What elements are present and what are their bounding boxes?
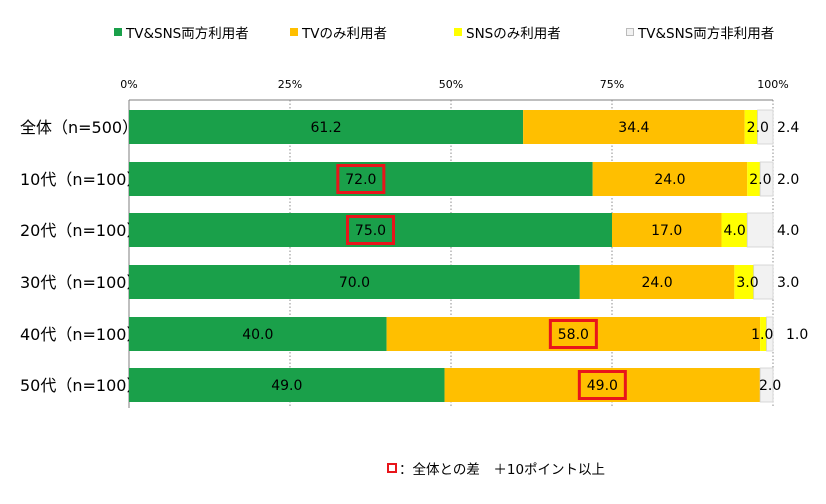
data-label: 3.0	[777, 275, 799, 291]
data-label: 24.0	[654, 172, 685, 188]
data-label: 3.0	[736, 275, 758, 291]
legend-item-non-users: TV&SNS両方非利用者	[626, 22, 774, 42]
data-label: 2.0	[759, 378, 781, 394]
bar-segment	[759, 367, 774, 403]
x-tick-label: 50%	[439, 78, 463, 91]
data-label: 61.2	[310, 120, 341, 136]
legend-label-non-users: TV&SNS両方非利用者	[638, 26, 775, 42]
footnote-text: ：全体との差 ＋10ポイント以上	[399, 462, 606, 478]
category-label: 10代（n=100）	[20, 170, 142, 189]
data-label: 2.0	[777, 172, 799, 188]
bar-segment	[747, 162, 761, 196]
x-tick-label: 100%	[757, 78, 788, 91]
data-label: 75.0	[355, 223, 386, 239]
highlight-box	[336, 164, 386, 194]
data-label: 2.0	[747, 120, 769, 136]
bar-segment	[386, 317, 761, 351]
category-label: 20代（n=100）	[20, 221, 142, 240]
legend-swatch-both-users	[114, 28, 122, 36]
legend-swatch-sns-only	[454, 28, 462, 36]
x-tick-label: 75%	[600, 78, 624, 91]
data-label: 58.0	[558, 327, 589, 343]
bar-segment	[760, 317, 767, 351]
data-label: 24.0	[641, 275, 672, 291]
bar-segment	[129, 213, 612, 247]
data-label: 2.0	[749, 172, 771, 188]
bar-segment	[721, 213, 748, 247]
legend-item-both-users: TV&SNS両方利用者	[114, 22, 249, 42]
highlight-box	[548, 319, 598, 349]
data-label: 72.0	[345, 172, 376, 188]
bar-segment	[129, 368, 445, 402]
bar-segment	[753, 264, 774, 300]
category-label: 30代（n=100）	[20, 273, 142, 292]
bar-segment	[579, 265, 735, 299]
bar-segment	[612, 213, 722, 247]
data-label: 17.0	[651, 223, 682, 239]
data-label: 70.0	[339, 275, 370, 291]
legend: TV&SNS両方利用者 TVのみ利用者 SNSのみ利用者 TV&SNS両方非利用…	[0, 22, 826, 42]
data-label: 40.0	[242, 327, 273, 343]
bar-segment	[129, 265, 580, 299]
data-label: 34.4	[618, 120, 649, 136]
data-label: 1.0	[786, 327, 808, 343]
data-label: 4.0	[723, 223, 745, 239]
category-label: 40代（n=100）	[20, 325, 142, 344]
x-tick-label: 25%	[278, 78, 302, 91]
bar-segment	[766, 316, 774, 352]
legend-item-tv-only: TVのみ利用者	[290, 22, 387, 42]
legend-label-tv-only: TVのみ利用者	[302, 26, 387, 42]
highlight-legend-box	[387, 463, 397, 473]
data-label: 1.0	[751, 327, 773, 343]
data-label: 4.0	[777, 223, 799, 239]
bar-segment	[129, 317, 387, 351]
data-label: 49.0	[587, 378, 618, 394]
bar-segment	[129, 110, 524, 144]
legend-label-sns-only: SNSのみ利用者	[466, 26, 561, 42]
highlight-box	[577, 370, 627, 400]
legend-swatch-tv-only	[290, 28, 298, 36]
category-label: 50代（n=100）	[20, 376, 142, 395]
bar-segment	[759, 161, 774, 197]
legend-item-sns-only: SNSのみ利用者	[454, 22, 561, 42]
bar-segment	[444, 368, 761, 402]
highlight-box	[346, 215, 395, 245]
legend-label-both-users: TV&SNS両方利用者	[126, 26, 249, 42]
category-label: 全体（n=500）	[20, 118, 138, 137]
bar-segment	[757, 109, 774, 145]
bar-segment	[744, 110, 758, 144]
bar-segment	[523, 110, 745, 144]
data-label: 49.0	[271, 378, 302, 394]
x-tick-label: 0%	[120, 78, 137, 91]
bar-segment	[129, 162, 593, 196]
bar-segment	[746, 212, 774, 248]
footnote: ：全体との差 ＋10ポイント以上	[387, 458, 605, 478]
bar-segment	[734, 265, 754, 299]
data-label: 2.4	[777, 120, 799, 136]
bar-segment	[592, 162, 748, 196]
legend-swatch-non-users	[626, 28, 634, 36]
